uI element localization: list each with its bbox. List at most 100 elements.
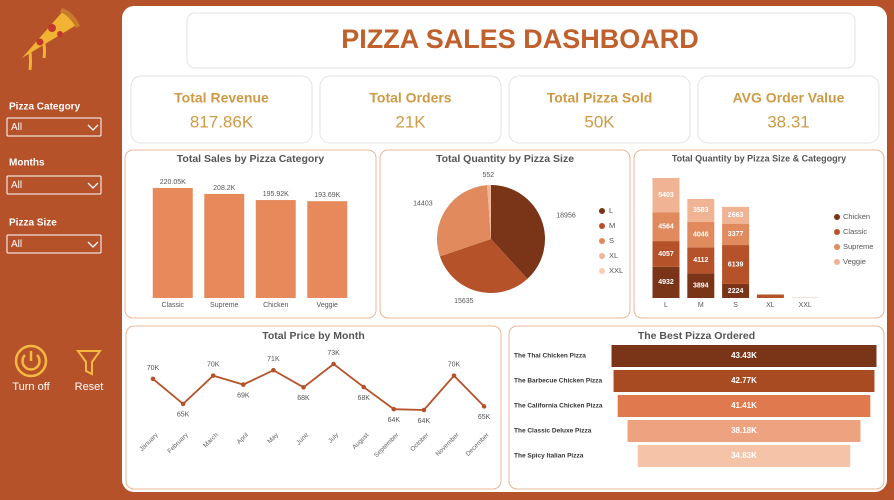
button-label[interactable]: Reset (75, 381, 104, 393)
x-tick-label: S (733, 302, 738, 309)
data-label: 220.05K (160, 179, 186, 186)
filter-label: Pizza Size (9, 218, 57, 229)
kpi-label: Total Pizza Sold (547, 90, 653, 106)
kpi-value: 21K (395, 112, 426, 131)
x-tick-label: M (698, 302, 704, 309)
funnel-bar (611, 345, 877, 367)
line-point (180, 401, 186, 407)
pie-slice (487, 185, 491, 239)
kpi-label: Total Orders (369, 90, 451, 106)
dropdown-chevron (87, 124, 99, 131)
data-label: 65K (478, 414, 491, 421)
button-label[interactable]: Turn off (12, 381, 50, 393)
dropdown[interactable] (6, 175, 102, 195)
bar-segment (722, 245, 750, 284)
data-label: 70K (147, 365, 160, 372)
x-tick-label: Veggie (317, 302, 339, 309)
kpi-card (130, 75, 313, 144)
bar (307, 201, 348, 298)
funnel-bar (617, 395, 871, 417)
line-point (271, 367, 276, 373)
data-label: 4046 (693, 231, 709, 238)
legend-swatch (599, 238, 605, 244)
line-point (361, 384, 367, 390)
data-label: 69K (237, 392, 250, 399)
legend-swatch (599, 253, 605, 259)
chart-title: Total Sales by Pizza Category (177, 153, 325, 165)
data-label: 3894 (693, 283, 709, 290)
pie-slice (491, 185, 545, 279)
data-label: 68K (297, 395, 310, 402)
data-label: 4932 (658, 279, 674, 286)
legend-swatch (834, 214, 840, 220)
category-label: The Thai Chicken Pizza (514, 353, 586, 360)
line-point (301, 385, 306, 390)
dashboard-title: PIZZA SALES DASHBOARD (341, 24, 699, 54)
power-icon[interactable] (14, 344, 48, 378)
dropdown-value: All (11, 122, 22, 133)
bar-segment (652, 241, 680, 267)
dropdown[interactable] (6, 234, 102, 254)
legend-swatch (599, 268, 605, 274)
legend-label: XL (609, 251, 618, 260)
dropdown-value: All (11, 180, 22, 191)
bar-segment (687, 273, 715, 298)
x-tick-label: L (664, 302, 668, 309)
data-label: 71K (267, 356, 280, 363)
chart-title: Total Price by Month (262, 330, 364, 342)
data-label: 2224 (728, 288, 744, 295)
bar-segment (652, 212, 680, 242)
data-label: 43.43K (731, 351, 757, 360)
data-label: 65K (177, 412, 190, 419)
chart-title: Total Quantity by Pizza Size & Categogry (672, 153, 846, 163)
x-tick-label: Supreme (210, 302, 239, 309)
x-tick-label: Classic (161, 302, 184, 309)
kpi-card (508, 75, 691, 144)
legend-label: Chicken (843, 212, 870, 221)
category-label: The Classic Deluxe Pizza (514, 428, 592, 435)
line (152, 362, 485, 411)
kpi-label: Total Revenue (174, 90, 269, 106)
line-point (210, 373, 216, 378)
line-point (421, 407, 427, 413)
category-label: The Spicy Italian Pizza (514, 453, 584, 460)
funnel-bar (627, 420, 861, 442)
line-point (391, 406, 397, 412)
data-label: 193.69K (314, 192, 340, 199)
x-tick-label: XXL (799, 302, 812, 309)
legend-swatch (834, 259, 840, 265)
legend-label: Veggie (843, 257, 866, 266)
data-label: 70K (448, 362, 461, 369)
dropdown-value: All (11, 239, 22, 250)
data-label: 4564 (658, 223, 674, 230)
line-point (241, 382, 246, 387)
filter-label: Months (9, 158, 45, 169)
kpi-card (697, 75, 880, 144)
bar-segment (722, 223, 750, 246)
data-label: 195.92K (263, 191, 289, 198)
kpi-value: 817.86K (190, 112, 254, 131)
data-label: 2663 (728, 212, 744, 219)
legend-swatch (834, 229, 840, 235)
kpi-card (319, 75, 502, 144)
category-label: The California Chicken Pizza (514, 403, 603, 410)
chart-panel (125, 325, 502, 490)
data-label: 14403 (413, 201, 433, 208)
bar (204, 193, 245, 298)
filter-label: Pizza Category (9, 102, 81, 113)
kpi-value: 50K (584, 112, 615, 131)
title-box (186, 12, 856, 69)
dropdown-chevron (87, 182, 99, 189)
reset-icon[interactable] (76, 350, 102, 376)
bar-segment (687, 221, 715, 248)
dropdown[interactable] (6, 117, 102, 137)
data-label: 64K (418, 418, 431, 425)
data-label: 64K (388, 417, 401, 424)
pie-slice (439, 239, 528, 293)
chart-title: Total Quantity by Pizza Size (436, 153, 574, 165)
data-label: 15635 (454, 298, 474, 305)
bar-segment (722, 283, 750, 298)
funnel-bar (613, 370, 875, 392)
funnel-bar (637, 445, 851, 467)
